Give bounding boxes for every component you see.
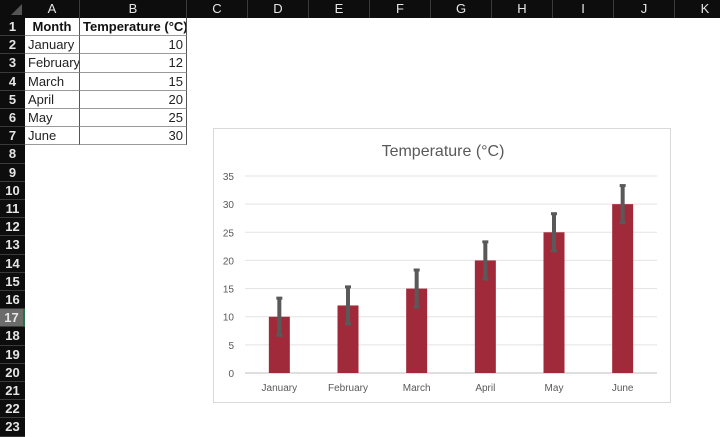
bar-april <box>474 260 496 373</box>
column-header-C[interactable]: C <box>187 0 248 18</box>
y-tick-label: 25 <box>223 228 235 239</box>
chart-svg: Temperature (°C) 0 5 10 15 20 25 30 35 January Fe… <box>223 143 657 394</box>
select-all-corner[interactable] <box>0 0 25 18</box>
y-tick-label: 10 <box>223 313 235 324</box>
row-header-23[interactable]: 23 <box>0 418 25 437</box>
row-header-4[interactable]: 4 <box>0 72 25 91</box>
x-tick-label: January <box>262 383 298 394</box>
row-header-15[interactable]: 15 <box>0 272 25 291</box>
x-tick-label: May <box>545 383 564 394</box>
temperature-cell[interactable]: 15 <box>80 72 187 91</box>
x-tick-label: February <box>328 383 368 394</box>
row-header-22[interactable]: 22 <box>0 400 25 419</box>
x-tick-label: April <box>475 383 495 394</box>
column-header-B[interactable]: B <box>80 0 187 18</box>
row-header-17[interactable]: 17 <box>0 309 25 328</box>
temperature-cell[interactable]: 12 <box>80 54 187 73</box>
row-header-21[interactable]: 21 <box>0 382 25 401</box>
row-header-3[interactable]: 3 <box>0 54 25 73</box>
header-cell[interactable]: Temperature (°C) <box>80 18 187 37</box>
column-header-F[interactable]: F <box>370 0 431 18</box>
row-header-20[interactable]: 20 <box>0 363 25 382</box>
row-header-13[interactable]: 13 <box>0 236 25 255</box>
column-header-K[interactable]: K <box>675 0 720 18</box>
row-header-1[interactable]: 1 <box>0 18 25 37</box>
temperature-cell[interactable]: 25 <box>80 109 187 128</box>
month-cell[interactable]: March <box>25 72 80 91</box>
x-tick-label: March <box>403 383 431 394</box>
row-header-2[interactable]: 2 <box>0 36 25 55</box>
y-tick-label: 20 <box>223 256 235 267</box>
row-header-9[interactable]: 9 <box>0 163 25 182</box>
column-header-J[interactable]: J <box>614 0 675 18</box>
column-header-G[interactable]: G <box>431 0 492 18</box>
temperature-cell[interactable]: 10 <box>80 36 187 55</box>
row-header-8[interactable]: 8 <box>0 145 25 164</box>
row-header-12[interactable]: 12 <box>0 218 25 237</box>
bar-may <box>543 232 565 373</box>
row-header-11[interactable]: 11 <box>0 200 25 219</box>
bar-january <box>268 316 290 373</box>
month-cell[interactable]: January <box>25 36 80 55</box>
bar-march <box>406 288 428 373</box>
month-cell[interactable]: May <box>25 109 80 128</box>
y-tick-label: 30 <box>223 200 235 211</box>
y-tick-label: 35 <box>223 172 235 183</box>
row-header-14[interactable]: 14 <box>0 254 25 273</box>
row-header-18[interactable]: 18 <box>0 327 25 346</box>
row-header-10[interactable]: 10 <box>0 181 25 200</box>
bar-june <box>612 204 634 373</box>
y-tick-label: 0 <box>228 369 234 380</box>
column-header-H[interactable]: H <box>492 0 553 18</box>
temperature-cell[interactable]: 20 <box>80 90 187 109</box>
chart-title: Temperature (°C) <box>382 143 505 160</box>
y-tick-label: 15 <box>223 285 235 296</box>
bar-february <box>337 305 359 373</box>
column-header-E[interactable]: E <box>309 0 370 18</box>
chart[interactable]: Temperature (°C) 0 5 10 15 20 25 30 35 January Fe… <box>213 128 671 403</box>
row-header-16[interactable]: 16 <box>0 291 25 310</box>
month-cell[interactable]: February <box>25 54 80 73</box>
header-cell[interactable]: Month <box>25 18 80 37</box>
row-header-7[interactable]: 7 <box>0 127 25 146</box>
row-header-6[interactable]: 6 <box>0 109 25 128</box>
column-header-D[interactable]: D <box>248 0 309 18</box>
row-header-19[interactable]: 19 <box>0 345 25 364</box>
temperature-cell[interactable]: 30 <box>80 127 187 146</box>
x-tick-label: June <box>612 383 634 394</box>
month-cell[interactable]: June <box>25 127 80 146</box>
month-cell[interactable]: April <box>25 90 80 109</box>
y-tick-label: 5 <box>228 341 234 352</box>
column-header-I[interactable]: I <box>553 0 614 18</box>
column-header-A[interactable]: A <box>25 0 80 18</box>
row-header-5[interactable]: 5 <box>0 90 25 109</box>
